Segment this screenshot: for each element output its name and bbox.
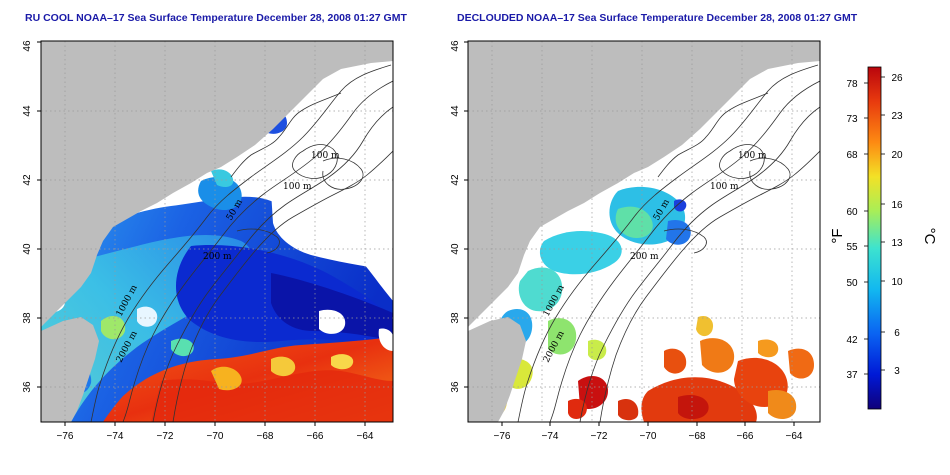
right-map-title: DECLOUDED NOAA–17 Sea Surface Temperatur…: [457, 12, 858, 24]
right-lon-tick-64: −64: [786, 431, 803, 442]
colorbar-f-tick-42: 42: [846, 335, 858, 346]
colorbar-c-tick-20: 20: [891, 150, 903, 161]
right-lat-tick-36: 36: [450, 381, 461, 393]
colorbar-c-tick-13: 13: [891, 238, 903, 249]
colorbar-fahrenheit-ticks: 78 73 68 60 55 50 42 37: [846, 79, 858, 381]
left-contour-label-100m-b: 100 m: [283, 182, 312, 192]
left-lon-tick-72: −72: [157, 431, 174, 442]
right-lat-tick-42: 42: [450, 174, 461, 186]
right-lon-tick-76: −76: [494, 431, 511, 442]
right-contour-label-100m-a: 100 m: [738, 151, 767, 161]
colorbar-f-tick-68: 68: [846, 150, 858, 161]
left-lat-axis: 36 38 40 42 44 46: [22, 40, 41, 393]
colorbar-c-tick-23: 23: [891, 111, 903, 122]
right-lon-tick-66: −66: [737, 431, 754, 442]
colorbar-celsius-unit: °C: [921, 228, 938, 245]
colorbar-c-tick-10: 10: [891, 277, 903, 288]
left-sst-field: [41, 108, 393, 422]
right-contour-label-200m: 200 m: [630, 252, 659, 262]
right-lat-tick-46: 46: [450, 40, 461, 52]
right-lat-tick-40: 40: [450, 243, 461, 255]
right-lon-tick-74: −74: [542, 431, 559, 442]
right-lat-tick-38: 38: [450, 312, 461, 324]
left-map-frame: [40, 40, 394, 423]
right-lon-tick-72: −72: [591, 431, 608, 442]
left-lat-tick-46: 46: [22, 40, 33, 52]
left-contour-label-200m: 200 m: [203, 252, 232, 262]
right-contour-label-100m-b: 100 m: [710, 182, 739, 192]
left-map-panel: 100 m 100 m 50 m 200 m 1000 m 2000 m: [40, 40, 394, 423]
colorbar-fahrenheit-unit: °F: [829, 228, 846, 243]
left-lat-tick-40: 40: [22, 243, 33, 255]
left-lat-tick-42: 42: [22, 174, 33, 186]
left-contour-label-100m-a: 100 m: [311, 151, 340, 161]
left-lon-tick-68: −68: [257, 431, 274, 442]
colorbar-f-tick-60: 60: [846, 207, 858, 218]
left-lon-tick-66: −66: [307, 431, 324, 442]
left-lon-axis: −76 −74 −72 −70 −68 −66 −64: [57, 422, 374, 442]
right-lon-tick-68: −68: [689, 431, 706, 442]
colorbar-f-tick-78: 78: [846, 79, 858, 90]
colorbar-f-tick-55: 55: [846, 242, 858, 253]
left-lon-tick-76: −76: [57, 431, 74, 442]
right-lat-axis: 36 38 40 42 44 46: [450, 40, 468, 393]
right-lon-tick-70: −70: [640, 431, 657, 442]
left-lat-tick-38: 38: [22, 312, 33, 324]
left-lon-tick-70: −70: [207, 431, 224, 442]
right-map-panel: 100 m 100 m 50 m 200 m 1000 m 2000 m: [467, 40, 821, 423]
colorbar: 78 73 68 60 55 50 42 37 26 23 20 16 13 1…: [829, 66, 938, 410]
left-lat-tick-36: 36: [22, 381, 33, 393]
colorbar-gradient: [867, 66, 882, 410]
left-map-title: RU COOL NOAA–17 Sea Surface Temperature …: [25, 12, 407, 24]
right-lon-axis: −76 −74 −72 −70 −68 −66 −64: [494, 422, 803, 442]
left-lon-tick-64: −64: [357, 431, 374, 442]
left-lat-tick-44: 44: [22, 105, 33, 117]
colorbar-c-tick-3: 3: [894, 366, 900, 377]
right-sst-field: [482, 109, 814, 422]
colorbar-f-tick-37: 37: [846, 370, 858, 381]
colorbar-c-tick-26: 26: [891, 73, 903, 84]
colorbar-f-tick-73: 73: [846, 114, 858, 125]
colorbar-c-tick-6: 6: [894, 328, 900, 339]
right-map-frame: [467, 40, 821, 423]
right-lat-tick-44: 44: [450, 105, 461, 117]
left-lon-tick-74: −74: [107, 431, 124, 442]
colorbar-c-tick-16: 16: [891, 200, 903, 211]
colorbar-f-tick-50: 50: [846, 278, 858, 289]
colorbar-celsius-ticks: 26 23 20 16 13 10 6 3: [891, 73, 903, 377]
